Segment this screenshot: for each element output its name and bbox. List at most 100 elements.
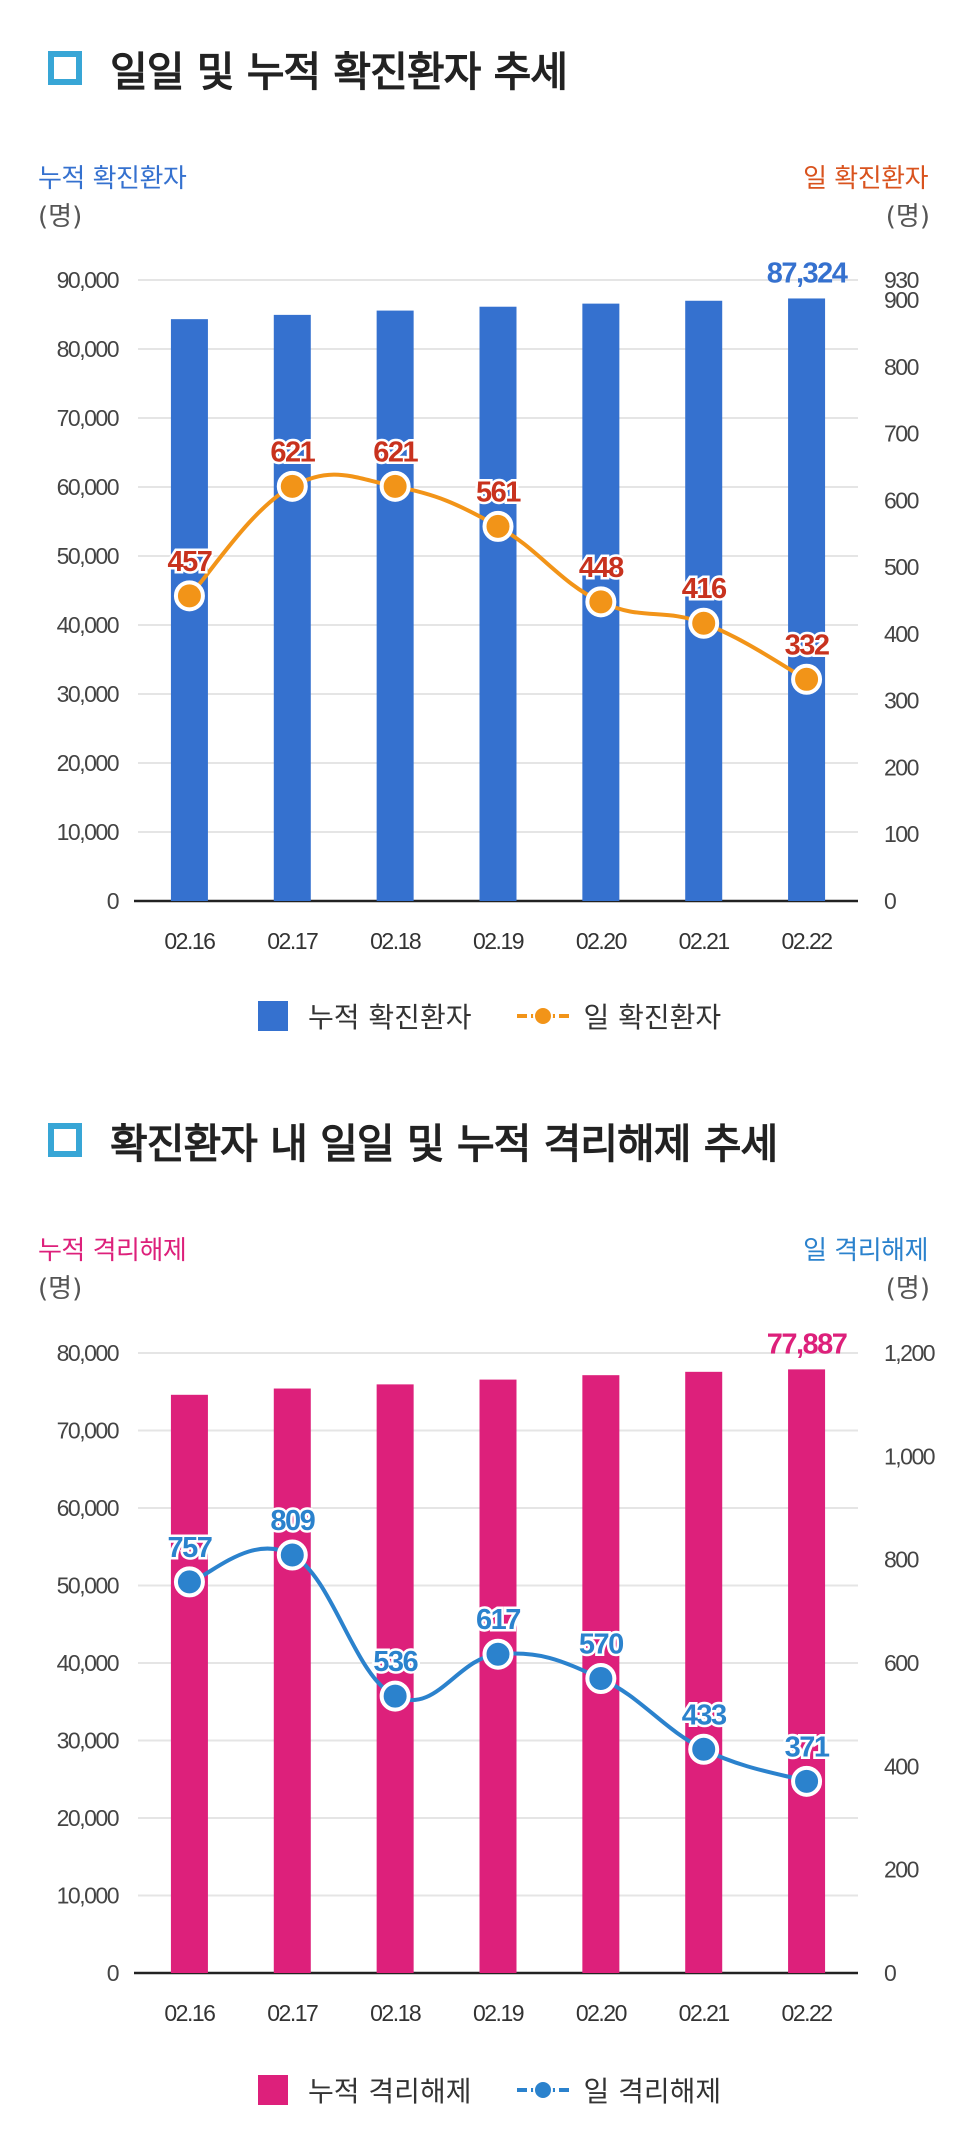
right-tick-label: 1,200 — [884, 1340, 935, 1366]
right-tick-label: 0 — [884, 888, 896, 914]
left-tick-label: 70,000 — [57, 1418, 119, 1444]
point-data-label: 570 — [579, 1629, 623, 1661]
line-point — [791, 1765, 823, 1797]
point-data-label: 371 — [785, 1731, 830, 1763]
left-tick-label: 30,000 — [57, 1728, 119, 1754]
left-axis-label: 누적 확진환자 — [38, 164, 187, 194]
right-tick-label: 600 — [884, 1650, 919, 1676]
left-tick-label: 40,000 — [57, 1650, 119, 1676]
x-tick-label: 02.20 — [576, 928, 627, 954]
bar — [788, 298, 826, 901]
right-tick-label: 400 — [884, 1753, 919, 1779]
right-tick-label: 700 — [884, 421, 919, 447]
point-data-label: 332 — [785, 629, 829, 661]
legend-line-swatch — [517, 2075, 572, 2105]
line-point — [585, 1663, 617, 1694]
bar — [273, 1388, 311, 1973]
x-tick-label: 02.19 — [473, 928, 524, 954]
left-tick-label: 50,000 — [57, 1573, 119, 1599]
right-tick-label: 1,000 — [884, 1443, 935, 1469]
right-tick-label: 800 — [884, 1547, 919, 1573]
left-tick-label: 50,000 — [57, 543, 119, 569]
right-axis-unit: (명) — [885, 202, 930, 232]
x-tick-label: 02.20 — [576, 2000, 627, 2026]
left-tick-label: 10,000 — [57, 819, 119, 845]
right-axis-label: 일 확진환자 — [803, 164, 928, 194]
legend-line-label: 일 격리해제 — [583, 2075, 722, 2108]
left-tick-label: 20,000 — [57, 750, 119, 776]
x-tick-label: 02.21 — [679, 928, 730, 954]
left-axis-label: 누적 격리해제 — [38, 1236, 187, 1266]
bar — [376, 310, 414, 901]
point-data-label: 536 — [373, 1646, 418, 1678]
x-tick-label: 02.21 — [679, 2000, 730, 2026]
right-tick-label: 0 — [884, 1960, 896, 1986]
point-data-label: 433 — [682, 1699, 727, 1731]
left-tick-label: 90,000 — [57, 267, 119, 293]
x-tick-label: 02.22 — [782, 2000, 833, 2026]
left-tick-label: 30,000 — [57, 681, 119, 707]
x-tick-label: 02.18 — [370, 2000, 421, 2026]
left-tick-label: 20,000 — [57, 1805, 119, 1831]
left-tick-label: 0 — [107, 1960, 119, 1986]
point-data-label: 757 — [167, 1532, 211, 1564]
point-data-label: 621 — [270, 436, 315, 468]
left-tick-label: 80,000 — [57, 336, 119, 362]
right-tick-label: 200 — [884, 1857, 919, 1883]
bar — [376, 1384, 414, 1973]
right-axis-unit: (명) — [885, 1274, 930, 1304]
right-tick-label: 300 — [884, 688, 919, 714]
left-tick-label: 80,000 — [57, 1340, 119, 1366]
line-point — [585, 586, 617, 618]
bar — [685, 1371, 723, 1973]
left-tick-label: 0 — [107, 888, 119, 914]
point-data-label: 621 — [373, 436, 418, 468]
legend-confirmed: 누적 확진환자 일 확진환자 — [258, 996, 721, 1036]
line-point — [688, 607, 720, 639]
line-point — [482, 510, 514, 542]
right-tick-label: 800 — [884, 354, 919, 380]
square-bullet-icon — [48, 1123, 82, 1157]
bar-data-label: 77,887 — [767, 1328, 847, 1360]
section-title-released: 확진환자 내 일일 및 누적 격리해제 추세 — [48, 1110, 778, 1170]
point-data-label: 448 — [579, 552, 624, 584]
line-point — [276, 470, 308, 502]
line-point — [276, 1539, 308, 1571]
legend-released: 누적 격리해제 일 격리해제 — [258, 2070, 721, 2110]
point-data-label: 561 — [476, 476, 521, 508]
x-tick-label: 02.22 — [782, 928, 833, 954]
bar — [273, 314, 311, 902]
x-tick-label: 02.17 — [267, 928, 318, 954]
bar — [479, 1379, 517, 1973]
chart-confirmed: 0 10,000 20,000 30,000 40,000 50,000 60,000 70,… — [57, 257, 920, 954]
legend-bar-label: 누적 확진환자 — [308, 1001, 472, 1034]
point-data-label: 809 — [270, 1505, 315, 1537]
left-tick-label: 60,000 — [57, 474, 119, 500]
point-data-label: 617 — [476, 1604, 520, 1636]
legend-line-label: 일 확진환자 — [583, 1001, 722, 1034]
x-tick-label: 02.17 — [267, 2000, 318, 2026]
point-data-label: 457 — [167, 546, 211, 578]
x-tick-label: 02.18 — [370, 928, 421, 954]
bar — [170, 1394, 208, 1973]
left-axis-unit: (명) — [38, 202, 83, 232]
left-tick-label: 70,000 — [57, 405, 119, 431]
bar — [685, 300, 723, 901]
bar-data-label: 87,324 — [767, 257, 848, 289]
section-title-text: 일일 및 누적 확진환자 추세 — [110, 48, 568, 96]
left-tick-label: 40,000 — [57, 612, 119, 638]
line-point — [482, 1638, 514, 1670]
right-tick-label: 930 — [884, 267, 919, 293]
square-bullet-icon — [48, 51, 82, 85]
section-title-text: 확진환자 내 일일 및 누적 격리해제 추세 — [110, 1120, 778, 1168]
legend-line-swatch — [517, 1001, 572, 1031]
legend-bar-swatch — [258, 2075, 288, 2105]
line-point — [173, 580, 205, 612]
line-point — [688, 1733, 720, 1765]
point-data-label: 416 — [682, 573, 727, 605]
legend-bar-label: 누적 격리해제 — [308, 2075, 472, 2108]
x-tick-label: 02.19 — [473, 2000, 524, 2026]
line-point — [173, 1566, 205, 1598]
right-axis-label: 일 격리해제 — [803, 1236, 928, 1266]
x-tick-label: 02.16 — [164, 2000, 215, 2026]
